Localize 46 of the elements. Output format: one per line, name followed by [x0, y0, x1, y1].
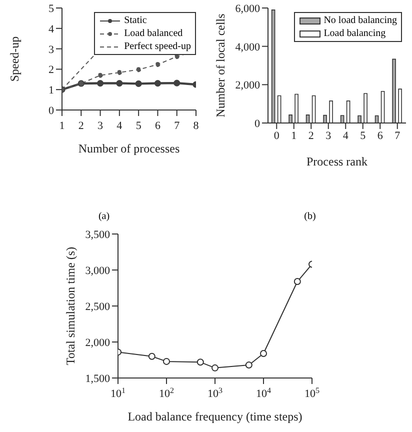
y-tick-label: 1	[48, 84, 54, 97]
y-tick-label: 3,500	[85, 229, 110, 241]
text: (a)	[97, 211, 111, 222]
x-tick-label: 8	[193, 120, 200, 132]
y-tick-label: 5	[48, 3, 54, 15]
x-tick-label: 1	[291, 130, 297, 142]
x-axis-title: Load balance frequency (time steps)	[128, 410, 302, 424]
text: (b)	[303, 211, 317, 222]
x-axis-title: Number of processes	[78, 142, 180, 156]
x-tick-label: 3	[326, 130, 332, 142]
x-tick-label: 6	[154, 120, 161, 132]
y-tick-label: 2	[48, 64, 54, 76]
y-tick-label: 2,500	[85, 301, 110, 313]
x-tick-label: 1	[59, 120, 65, 132]
x-tick-label: 4	[342, 130, 349, 142]
legend-label: Load balanced	[124, 27, 183, 40]
legend-label: No load balancing	[324, 14, 397, 27]
x-tick-label: 10$^{3}$	[208, 386, 222, 400]
y-tick-label: 2,000	[85, 337, 110, 349]
y-tick-label: 1,500	[85, 373, 110, 385]
y-tick-label: 6,000	[235, 3, 260, 15]
x-tick-label: 0	[274, 130, 280, 142]
legend-label: Perfect speed-up	[124, 40, 191, 53]
y-tick-label: 3	[48, 44, 54, 56]
y-axis-title: Number of local cells	[213, 13, 228, 118]
x-tick-label: 10$^{4}$	[256, 386, 271, 400]
y-tick-label: 0	[48, 105, 54, 117]
x-tick-label: 5	[360, 130, 366, 142]
x-tick-label: 4	[116, 120, 123, 132]
y-tick-label: 2,000	[235, 80, 260, 92]
x-tick-label: 5	[136, 120, 142, 132]
x-tick-label: 7	[174, 120, 180, 132]
x-tick-label: 10$^{2}$	[159, 386, 174, 400]
x-tick-label: 10$^{5}$	[304, 386, 320, 400]
y-tick-label: 4	[48, 23, 54, 36]
y-tick-label: 3,000	[85, 265, 110, 277]
legend-label: Static	[124, 14, 147, 27]
legend-label: Load balancing	[324, 27, 386, 40]
x-axis-title: Process rank	[306, 154, 368, 169]
x-tick-label: 10$^{1}$	[110, 386, 126, 400]
y-axis-title: Speed-up	[7, 36, 22, 82]
x-tick-label: 7	[394, 130, 401, 142]
x-tick-label: 2	[308, 130, 314, 142]
y-tick-label: 4,000	[235, 41, 260, 54]
x-tick-label: 6	[377, 130, 384, 142]
y-axis-title: Total simulation time (s)	[63, 246, 78, 366]
